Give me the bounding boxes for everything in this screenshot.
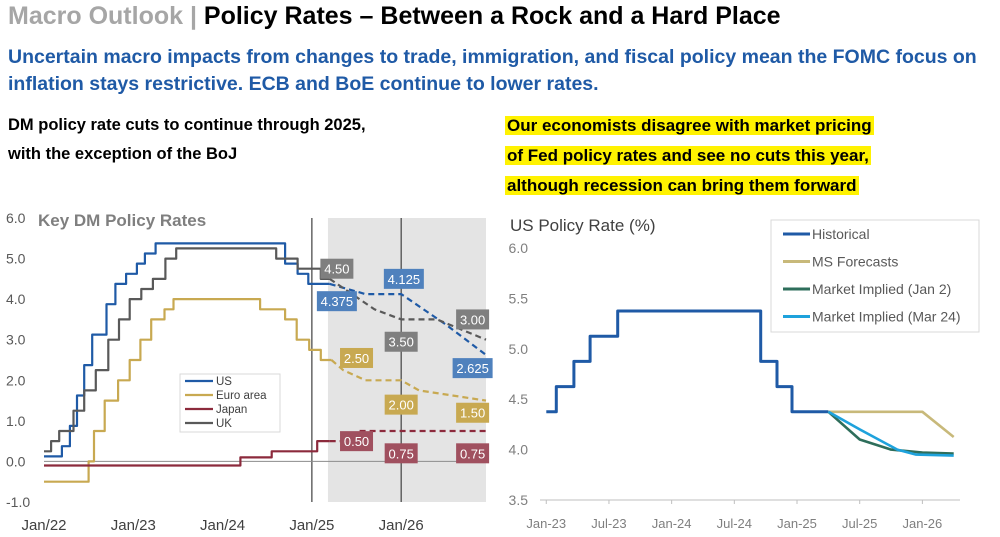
y-tick-label: 6.0 <box>6 210 26 226</box>
x-tick-label: Jan/23 <box>111 517 156 534</box>
series-line-market-implied-mar-24- <box>827 410 954 457</box>
data-label-box <box>452 358 493 379</box>
legend: Historical MS Forecasts Market Implied (Ja… <box>770 219 980 333</box>
data-label: 3.50 <box>384 331 418 352</box>
series-line-ms-forecasts <box>828 410 955 439</box>
data-label: 2.00 <box>384 394 418 415</box>
data-label-text: 1.50 <box>460 406 485 421</box>
data-label-box <box>384 443 418 464</box>
data-label-box <box>320 258 354 279</box>
x-tick-label: Jul-25 <box>842 516 877 531</box>
data-label-text: 3.50 <box>389 335 414 350</box>
y-tick-label: 3.5 <box>509 492 529 508</box>
x-tick-label: Jan-26 <box>903 516 943 531</box>
data-label: 4.50 <box>320 258 354 279</box>
x-tick-label: Jan-25 <box>777 516 817 531</box>
x-tick-label: Jan-24 <box>652 516 692 531</box>
data-label-box <box>316 291 357 312</box>
legend-label: US <box>216 376 232 388</box>
right-heading-line-1: Our economists disagree with market pric… <box>505 116 874 135</box>
data-label-text: 4.125 <box>388 272 421 287</box>
legend-label: Historical <box>812 226 870 242</box>
data-label-box <box>384 331 418 352</box>
data-label: 3.00 <box>456 309 490 330</box>
legend: US Euro area Japan UK <box>179 373 281 433</box>
data-label-text: 0.75 <box>460 446 485 461</box>
y-tick-label: 4.0 <box>509 442 529 458</box>
x-tick-label: Jul-23 <box>591 516 626 531</box>
data-label: 1.50 <box>456 402 490 423</box>
data-label-text: 2.50 <box>344 351 369 366</box>
y-tick-label: 4.0 <box>6 291 26 307</box>
data-label: 4.125 <box>383 268 424 289</box>
data-label: 0.75 <box>456 443 490 464</box>
data-label: 0.50 <box>340 431 374 452</box>
data-label-box <box>456 443 490 464</box>
section-label: Macro Outlook | <box>8 2 197 30</box>
data-label: 2.50 <box>340 347 374 368</box>
series-line-euro-area <box>44 298 332 483</box>
y-tick-label: 1.0 <box>6 413 26 429</box>
x-tick-label: Jan/26 <box>379 517 424 534</box>
data-label-box <box>340 347 374 368</box>
y-tick-label: 3.0 <box>6 332 26 348</box>
x-tick-label: Jul-24 <box>717 516 752 531</box>
left-heading: DM policy rate cuts to continue through … <box>8 111 366 169</box>
y-tick-label: 5.0 <box>6 251 26 267</box>
series-forecast-uk <box>329 277 487 341</box>
legend-label: MS Forecasts <box>812 254 898 270</box>
left-heading-line-1: DM policy rate cuts to continue through … <box>8 116 366 134</box>
y-tick-label: 2.0 <box>6 372 26 388</box>
series-line-japan <box>44 440 330 467</box>
legend-label: UK <box>216 418 232 430</box>
left-heading-line-2: with the exception of the BoJ <box>8 145 238 163</box>
data-label-text: 4.50 <box>324 262 349 277</box>
data-label-text: 2.00 <box>389 398 414 413</box>
data-label-box <box>456 402 490 423</box>
data-label: 0.75 <box>384 443 418 464</box>
y-tick-label: 4.5 <box>509 391 529 407</box>
data-label-text: 4.375 <box>321 294 354 309</box>
series-forecast-us <box>329 282 487 356</box>
right-heading-line-2: of Fed policy rates and see no cuts this… <box>505 146 871 165</box>
data-label-text: 3.00 <box>460 312 485 327</box>
right-heading-line-3: although recession can bring them forwar… <box>505 176 859 195</box>
y-tick-label: 0.0 <box>6 453 26 469</box>
data-label: 2.625 <box>452 358 493 379</box>
series-line-uk <box>44 247 330 453</box>
x-tick-label: Jan-23 <box>526 516 566 531</box>
page-title: Macro Outlook | Policy Rates – Between a… <box>8 2 781 31</box>
series-forecast-euro-area <box>330 359 487 402</box>
y-tick-label: 5.5 <box>509 290 529 306</box>
data-label-box <box>384 394 418 415</box>
data-label-text: 0.75 <box>389 446 414 461</box>
chart-title: US Policy Rate (%) <box>510 216 655 235</box>
data-label-text: 0.50 <box>344 434 369 449</box>
data-label-box <box>340 431 374 452</box>
data-label-text: 2.625 <box>456 361 489 376</box>
series-line-market-implied-jan-2- <box>827 410 954 455</box>
legend-label: Euro area <box>216 390 267 402</box>
right-heading: Our economists disagree with market pric… <box>505 111 874 201</box>
legend-box <box>770 219 980 333</box>
y-tick-label: 6.0 <box>509 240 529 256</box>
x-tick-label: Jan/24 <box>200 517 245 534</box>
legend-label: Market Implied (Mar 24) <box>812 309 961 325</box>
series-line-us <box>44 242 330 458</box>
x-tick-label: Jan/22 <box>21 517 66 534</box>
data-label-box <box>456 309 490 330</box>
title-text: Policy Rates – Between a Rock and a Hard… <box>203 2 781 30</box>
chart-title: Key DM Policy Rates <box>38 211 206 230</box>
page-subtitle: Uncertain macro impacts from changes to … <box>8 46 977 95</box>
data-label-box <box>383 268 424 289</box>
y-tick-label: 5.0 <box>509 341 529 357</box>
series-line-historical <box>546 309 829 414</box>
legend-label: Japan <box>216 404 247 416</box>
legend-label: Market Implied (Jan 2) <box>812 281 951 297</box>
y-tick-label: -1.0 <box>6 494 30 510</box>
data-label: 4.375 <box>316 291 357 312</box>
x-tick-label: Jan/25 <box>289 517 334 534</box>
